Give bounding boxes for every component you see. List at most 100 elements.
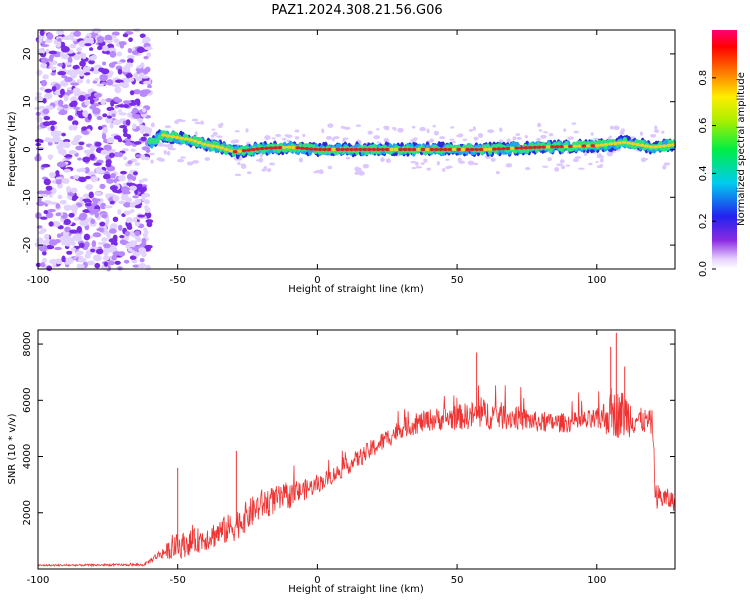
spectrogram-halo-cell xyxy=(505,163,513,168)
snr-y-tick-label: 8000 xyxy=(22,331,33,356)
spectrogram-halo-cell xyxy=(271,137,276,140)
spectrogram-noise-cell xyxy=(106,178,114,184)
spectrogram-noise-cell xyxy=(119,235,125,239)
spectrogram-halo-cell xyxy=(554,166,560,172)
spectrogram-noise-cell xyxy=(117,137,123,143)
spectrogram-noise-cell xyxy=(58,110,68,116)
spectrogram-noise-cell xyxy=(141,240,147,247)
spectrogram-noise-cell xyxy=(113,178,118,184)
spectrogram-noise-cell xyxy=(134,204,142,209)
spectrogram-noise-cell xyxy=(142,89,151,94)
spectrogram-halo-cell xyxy=(473,162,479,166)
spectrogram-noise-cell xyxy=(59,88,65,96)
spectrogram-noise-cell xyxy=(126,54,135,60)
spectrogram-noise-cell xyxy=(124,141,133,146)
spectrogram-noise-cell xyxy=(142,133,150,137)
spectrogram-halo-cell xyxy=(354,171,360,175)
spectrogram-noise-cell xyxy=(92,27,102,34)
spectrogram-noise-cell xyxy=(110,223,118,229)
spectrogram-noise-cell xyxy=(46,265,53,272)
spectrogram-noise-cell xyxy=(61,255,66,263)
spectrogram-noise-cell xyxy=(70,82,80,86)
spectrogram-ridge-peak xyxy=(527,145,533,150)
spectrogram-noise-cell xyxy=(52,135,61,143)
spectrogram-halo-cell xyxy=(275,133,282,137)
spectrogram-noise-cell xyxy=(55,170,60,176)
spectrogram-noise-cell xyxy=(141,184,148,188)
spectrogram-noise-cell xyxy=(47,208,56,213)
spectrogram-ridge-peak xyxy=(487,147,493,151)
spectrogram-noise-cell xyxy=(55,179,62,185)
spectrogram-noise-cell xyxy=(83,209,90,213)
spectrogram-noise-cell xyxy=(40,216,48,220)
spectrogram-noise-cell xyxy=(99,221,106,227)
spectrogram-noise-cell xyxy=(37,196,42,202)
spectrogram-noise-cell xyxy=(48,154,53,161)
spectrogram-noise-cell xyxy=(129,90,135,96)
spectrogram-noise-cell xyxy=(48,171,56,178)
spectrogram-noise-cell xyxy=(105,116,113,124)
spectrogram-noise-cell xyxy=(112,234,118,241)
spectrogram-noise-cell xyxy=(78,95,86,102)
spectrogram-ridge-peak xyxy=(317,147,323,152)
spectrogram-halo-cell xyxy=(410,160,416,164)
spectrogram-noise-cell xyxy=(136,65,143,69)
colorbar-tick-label: 0.4 xyxy=(698,165,709,181)
spectrogram-halo-cell xyxy=(515,133,521,136)
spectrogram-halo-cell xyxy=(177,158,184,163)
spectrogram-noise-cell xyxy=(136,185,144,192)
spectrogram-ridge-peak xyxy=(272,146,278,150)
spectrogram-noise-cell xyxy=(144,199,150,205)
spectrogram-ridge-peak xyxy=(496,147,502,151)
spectrogram-ridge-peak xyxy=(411,147,417,152)
spectrogram-noise-cell xyxy=(140,154,146,161)
spectrogram-noise-cell xyxy=(105,193,110,200)
spectrogram-ridge-peak xyxy=(424,147,430,152)
spectrogram-noise-cell xyxy=(106,106,115,112)
spectrogram-noise-cell xyxy=(42,250,47,256)
spectrogram-halo-cell xyxy=(457,133,464,138)
spectrogram-noise-cell xyxy=(63,154,73,158)
spectrogram-x-tick-label: -50 xyxy=(170,275,186,286)
spectrogram-noise-cell xyxy=(135,237,142,243)
spectrogram-noise-cell xyxy=(62,36,72,41)
spectrogram-noise-cell xyxy=(111,113,116,118)
spectrogram-noise-cell xyxy=(103,144,112,152)
spectrogram-ridge-peak xyxy=(447,147,453,152)
spectrogram-halo-cell xyxy=(174,119,180,124)
snr-series-line xyxy=(37,385,676,568)
spectrogram-noise-cell xyxy=(76,168,83,173)
spectrogram-noise-cell xyxy=(123,210,132,215)
spectrogram-noise-cell xyxy=(100,98,106,106)
spectrogram-ridge-peak xyxy=(420,147,426,152)
colorbar-label: Normalized spectral amplitude xyxy=(736,72,747,226)
spectrogram-noise-cell xyxy=(51,85,57,92)
spectrogram-noise-cell xyxy=(76,226,83,233)
spectrogram-noise-cell xyxy=(72,124,78,131)
spectrogram-noise-cell xyxy=(82,156,91,163)
spectrogram-noise-cell xyxy=(36,116,43,123)
spectrogram-noise-cell xyxy=(67,69,76,73)
chart-title: PAZ1.2024.308.21.56.G06 xyxy=(271,3,442,18)
spectrogram-noise-cell xyxy=(73,136,81,141)
spectrogram-halo-cell xyxy=(212,131,218,136)
spectrogram-ridge-peak xyxy=(644,144,650,148)
spectrogram-ridge-peak xyxy=(666,143,672,147)
snr-frame xyxy=(37,329,676,570)
spectrogram-noise-cell xyxy=(36,200,45,207)
spectrogram-noise-cell xyxy=(119,239,127,245)
spectrogram-noise-cell xyxy=(98,67,105,73)
spectrogram-noise-cell xyxy=(96,115,103,121)
spectrogram-ridge-peak xyxy=(483,147,489,152)
spectrogram-ridge-peak xyxy=(214,145,220,149)
spectrogram-noise-cell xyxy=(81,130,89,135)
spectrogram-ridge-peak xyxy=(608,142,614,146)
spectrogram-halo-cell xyxy=(538,129,543,132)
spectrogram-ridge-peak xyxy=(518,146,524,150)
spectrogram-ridge-peak xyxy=(286,145,292,149)
spectrogram-ridge-peak xyxy=(509,146,515,150)
spectrogram-noise-cell xyxy=(140,136,147,142)
snr-x-tick-label: -50 xyxy=(170,575,186,586)
spectrogram-noise-cell xyxy=(89,153,96,161)
